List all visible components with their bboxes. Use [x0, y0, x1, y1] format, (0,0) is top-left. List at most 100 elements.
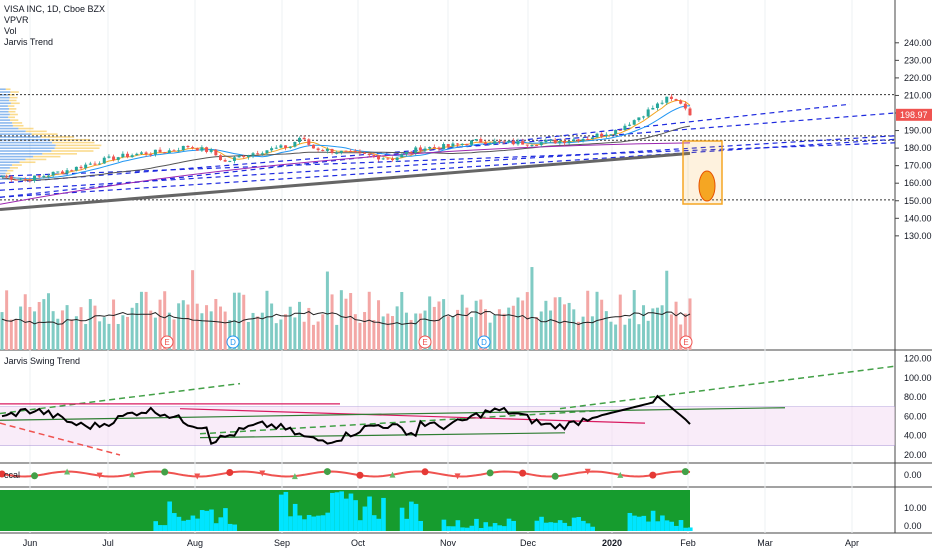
vpvr-bar-down — [12, 122, 23, 124]
volume-bar — [19, 306, 23, 350]
histogram-bar — [292, 503, 298, 531]
vpvr-bar-down — [33, 155, 61, 158]
candle-body — [632, 120, 636, 125]
histogram-bar — [590, 526, 595, 531]
candle-body — [618, 129, 622, 131]
vpvr-bar-up — [0, 141, 52, 144]
vpvr-bar-down — [54, 147, 100, 150]
histogram-bar — [413, 503, 419, 531]
volume-bar — [112, 299, 116, 350]
histogram-bar — [474, 518, 479, 531]
vpvr-bar-up — [0, 178, 9, 180]
vol-label[interactable]: Vol — [4, 26, 17, 36]
volume-bar — [242, 294, 246, 350]
earnings-marker-label: E — [422, 338, 427, 347]
candle-body — [284, 145, 288, 148]
price-tick-label: 230.00 — [904, 55, 932, 65]
swing-resistance-line — [179, 408, 646, 424]
swing-tick-label: 20.00 — [904, 450, 927, 460]
candle-body — [497, 141, 501, 143]
volume-bar — [139, 291, 143, 350]
ccal-label[interactable]: ccal — [4, 470, 21, 480]
candle-body — [205, 147, 209, 152]
volume-bar — [521, 300, 525, 350]
volume-bar — [590, 316, 594, 350]
candle-body — [237, 156, 241, 158]
volume-bar — [688, 298, 692, 350]
candle-body — [209, 149, 213, 152]
volume-bar — [437, 301, 441, 350]
swing-legend: Jarvis Swing Trend — [4, 356, 80, 367]
histogram-bar — [450, 526, 456, 531]
candle-body — [428, 147, 432, 149]
earnings-marker-circle — [160, 335, 174, 349]
volume-bar — [60, 310, 64, 350]
volume-bar — [539, 311, 543, 350]
vpvr-bar-down — [10, 102, 20, 105]
price-axis: 130.00 140.00 150.00 160.00 170.00 180.00 190.… — [895, 38, 932, 531]
ccal-triangle-up — [617, 471, 624, 478]
candle-body — [437, 147, 441, 150]
candle-body — [409, 152, 413, 154]
histogram-bar — [325, 512, 331, 531]
volume-bar — [153, 317, 157, 350]
swing-trend-label[interactable]: Jarvis Swing Trend — [4, 356, 81, 366]
candle-body — [572, 139, 576, 142]
jarvis-trend-label[interactable]: Jarvis Trend — [4, 37, 54, 47]
candle-body — [525, 144, 529, 146]
candle-body — [339, 150, 343, 153]
histogram-bar — [506, 518, 512, 531]
ccal-dot — [161, 468, 169, 476]
candle-body — [516, 141, 520, 145]
volume-bar — [51, 311, 55, 350]
candle-body — [51, 171, 55, 176]
volume-bar — [567, 302, 571, 350]
vpvr-bar-up — [0, 116, 9, 119]
volume-bar — [646, 320, 650, 350]
volume-bar — [107, 323, 111, 350]
vpvr-label[interactable]: VPVR — [4, 15, 29, 25]
candle-body — [121, 153, 125, 158]
candle-body — [609, 134, 613, 136]
price-tick-label: 180.00 — [904, 143, 932, 153]
candle-body — [581, 138, 585, 142]
candle-body — [321, 150, 325, 152]
vpvr-bar-up — [0, 108, 9, 110]
candle-body — [344, 150, 348, 152]
volume-bar — [256, 316, 260, 350]
histogram-bar — [334, 492, 340, 531]
histogram-bar — [441, 519, 447, 531]
vpvr-bar-up — [0, 167, 10, 169]
histogram-bar — [223, 508, 228, 531]
vpvr-bar-up — [0, 99, 10, 102]
candle-body — [172, 150, 176, 152]
last-price-label: 198.97 — [896, 108, 932, 121]
histogram-bar — [539, 516, 544, 531]
histogram-bar — [399, 507, 405, 531]
histogram-bar — [162, 525, 168, 531]
candle-body — [177, 150, 181, 152]
annotation-box[interactable] — [682, 140, 723, 205]
volume-bar — [665, 270, 669, 350]
grid — [29, 0, 853, 533]
histogram-bar — [181, 520, 186, 531]
volume-bar — [618, 294, 622, 350]
candle-body — [539, 142, 543, 146]
candle-body — [74, 166, 78, 171]
histogram-bar — [455, 520, 461, 531]
candle-body — [530, 145, 534, 147]
volume-bar — [339, 290, 343, 350]
volume-bar — [251, 312, 255, 350]
volume-bar — [9, 319, 13, 350]
ma-long-line — [0, 142, 691, 205]
candle-body — [139, 152, 143, 154]
volume-bar — [576, 321, 580, 350]
volume-bar — [623, 324, 627, 350]
symbol-title[interactable]: VISA INC, 1D, Cboe BZX — [4, 4, 106, 14]
earnings-marker-circle — [418, 335, 432, 349]
candle-body — [214, 149, 218, 156]
volume-bar — [390, 316, 394, 350]
volume-bar — [307, 307, 311, 350]
volume-bar — [549, 310, 553, 350]
